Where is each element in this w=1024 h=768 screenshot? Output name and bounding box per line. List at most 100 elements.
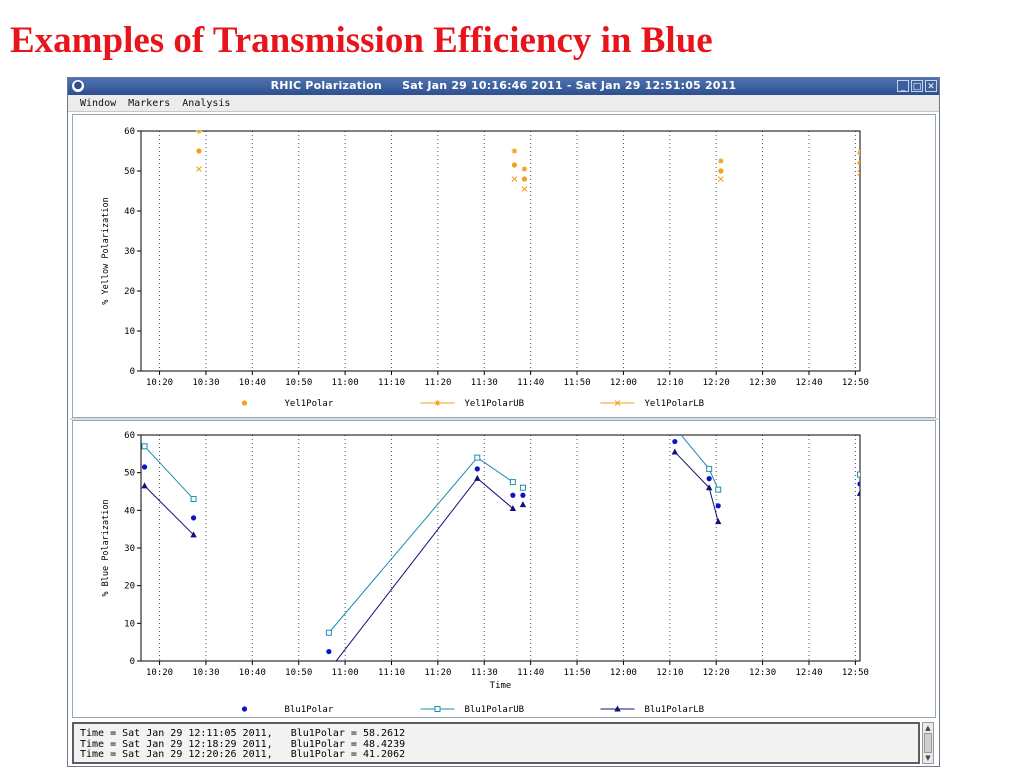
data-point [196, 130, 202, 134]
readout-line: Time = Sat Jan 29 12:11:05 2011, Blu1Pol… [80, 728, 406, 739]
readout-text-area[interactable]: Time = Sat Jan 29 12:11:05 2011, Blu1Pol… [72, 722, 920, 764]
readout-line: Time = Sat Jan 29 12:20:26 2011, Blu1Pol… [80, 749, 406, 760]
plot-frame [140, 130, 861, 372]
legend-label: Blu1PolarUB [465, 705, 525, 715]
y-tick-label: 40 [124, 207, 135, 217]
data-point [190, 496, 197, 503]
x-tick-label: 11:20 [424, 668, 451, 678]
data-point [705, 484, 713, 491]
rhic-polarization-window: ● RHIC Polarization Sat Jan 29 10:16:46 … [67, 77, 940, 767]
data-point [671, 448, 679, 455]
series-line-2 [144, 485, 194, 536]
x-tick-label: 12:00 [610, 378, 637, 388]
window-controls: _ □ ✕ [897, 80, 937, 92]
data-point [857, 160, 860, 166]
y-tick-label: 20 [124, 287, 135, 297]
data-point [511, 176, 518, 182]
window-titlebar[interactable]: ● RHIC Polarization Sat Jan 29 10:16:46 … [68, 78, 939, 95]
menu-window[interactable]: Window [80, 98, 117, 109]
scroll-up-icon[interactable]: ▲ [925, 724, 931, 732]
data-point [196, 148, 202, 154]
data-point [857, 150, 860, 156]
menu-analysis[interactable]: Analysis [182, 98, 231, 109]
x-tick-label: 12:50 [842, 668, 869, 678]
close-button[interactable]: ✕ [925, 80, 937, 92]
x-tick-label: 11:10 [378, 668, 405, 678]
x-tick-label: 12:30 [749, 378, 776, 388]
yellow-plot-panel: 10:20 10:30 10:40 10:50 11:00 11:10 11:20 11:30… [72, 114, 936, 418]
maximize-button[interactable]: □ [911, 80, 923, 92]
data-point [511, 148, 518, 154]
y-tick-label: 10 [124, 619, 135, 629]
x-tick-label: 12:40 [795, 668, 822, 678]
data-point [706, 476, 712, 482]
x-tick-label: 12:50 [842, 378, 869, 388]
y-tick-label: 60 [124, 431, 135, 441]
menu-bar: Window Markers Analysis [68, 95, 939, 112]
x-tick-label: 11:50 [563, 668, 590, 678]
blue-plot-panel: 10:20 10:30 10:40 10:50 11:00 11:10 11:20 11:30… [72, 420, 936, 718]
y-tick-label: 50 [124, 167, 135, 177]
data-point [474, 454, 481, 461]
app-icon[interactable]: ● [72, 80, 84, 92]
plot-area [141, 425, 860, 661]
y-tick-label: 0 [130, 657, 135, 667]
x-tick-label: 12:20 [703, 378, 730, 388]
x-tick-label: 10:50 [285, 668, 312, 678]
legend-marker [614, 705, 621, 712]
y-tick-label: 60 [124, 127, 135, 137]
yellow-polarization-chart: 10:20 10:30 10:40 10:50 11:00 11:10 11:20 11:30… [101, 127, 869, 409]
menu-markers[interactable]: Markers [128, 98, 171, 109]
y-tick-label: 30 [124, 544, 135, 554]
x-tick-label: 11:20 [424, 378, 451, 388]
x-tick-label: 11:10 [378, 378, 405, 388]
data-point [141, 482, 148, 489]
y-tick-label: 20 [124, 582, 135, 592]
x-tick-label: 12:30 [749, 668, 776, 678]
x-tick-label: 10:30 [192, 378, 219, 388]
y-tick-label: 10 [124, 327, 135, 337]
legend-label: Blu1PolarLB [645, 705, 705, 715]
data-point [325, 629, 332, 636]
x-tick-label: 11:30 [471, 378, 498, 388]
data-point [718, 158, 724, 164]
scroll-thumb[interactable] [924, 733, 932, 753]
x-tick-label: 11:50 [563, 378, 590, 388]
window-title: RHIC Polarization Sat Jan 29 10:16:46 20… [270, 79, 737, 92]
data-point [141, 464, 148, 470]
plot-divider[interactable] [70, 418, 938, 420]
data-point [196, 166, 202, 172]
plot-area [196, 130, 860, 192]
legend-marker [614, 400, 621, 406]
series-line-2 [674, 451, 719, 522]
x-tick-label: 12:10 [656, 378, 683, 388]
x-axis-label: Time [490, 681, 512, 691]
x-tick-label: 10:40 [239, 378, 266, 388]
data-point [510, 492, 516, 498]
legend-label: Yel1PolarUB [465, 399, 525, 409]
data-point [857, 471, 860, 478]
data-point [857, 170, 860, 176]
data-point [717, 176, 724, 182]
data-point [519, 501, 527, 508]
legend-marker [434, 706, 441, 712]
minimize-button[interactable]: _ [897, 80, 909, 92]
data-point [672, 425, 677, 430]
readout-scrollbar[interactable]: ▲ ▼ [922, 722, 934, 764]
y-tick-label: 50 [124, 469, 135, 479]
data-point [521, 176, 528, 182]
data-point [511, 162, 518, 168]
x-tick-label: 10:40 [239, 668, 266, 678]
data-point [190, 531, 197, 538]
legend-label: Blu1Polar [285, 705, 334, 715]
data-point [474, 474, 481, 481]
data-point [715, 503, 721, 509]
scroll-down-icon[interactable]: ▼ [925, 754, 931, 762]
y-tick-label: 40 [124, 506, 135, 516]
legend-marker [241, 706, 248, 712]
data-point [519, 484, 526, 491]
legend-marker [241, 400, 248, 406]
data-point [521, 166, 528, 172]
x-tick-label: 10:20 [146, 668, 173, 678]
x-tick-label: 12:20 [703, 668, 730, 678]
